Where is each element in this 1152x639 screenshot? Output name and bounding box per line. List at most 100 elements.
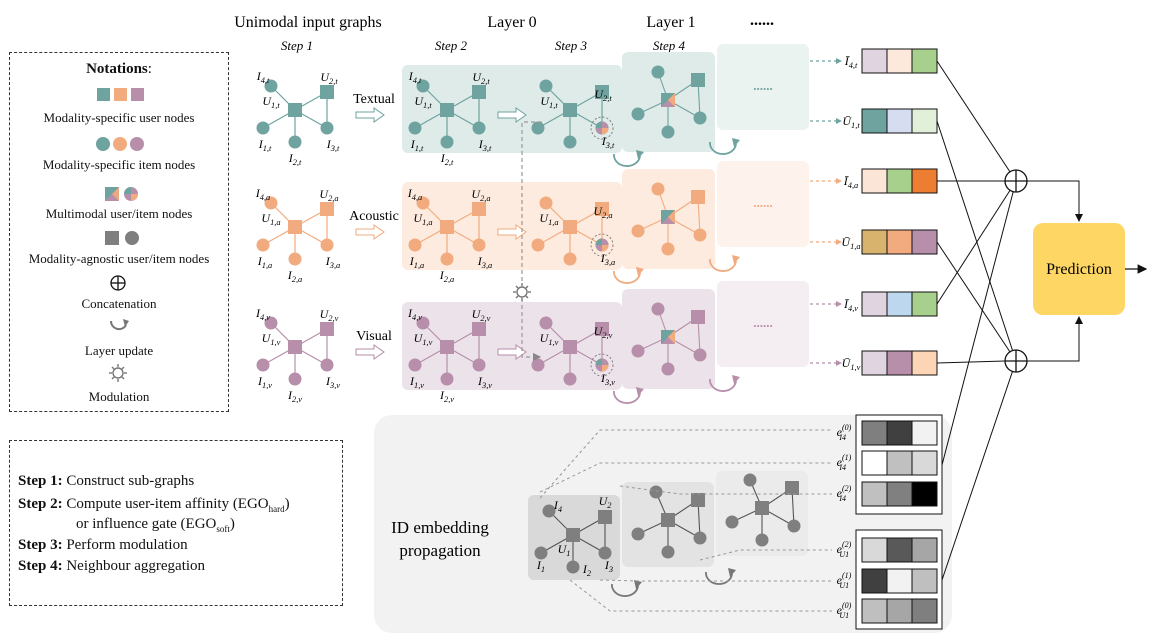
concatenation-icon xyxy=(1004,169,1028,193)
flow-arrow xyxy=(355,344,385,360)
item-node xyxy=(256,238,270,252)
item-node xyxy=(264,79,278,93)
agnostic-item-node xyxy=(542,504,556,518)
output-arrowhead xyxy=(836,178,842,184)
step1-label: Step 1 xyxy=(281,38,313,53)
concat-link xyxy=(936,241,1017,362)
id-embedding-vector-cell xyxy=(886,598,913,624)
agnostic-item-node xyxy=(631,527,645,541)
item-node xyxy=(320,121,334,135)
layer-more-background xyxy=(717,44,809,130)
output-vector-cell xyxy=(886,350,913,376)
node-label: U2,a xyxy=(319,187,338,203)
user-node xyxy=(472,85,486,99)
agnostic-item-node xyxy=(534,546,548,560)
flow-arrow xyxy=(355,224,385,240)
agnostic-item-node xyxy=(598,546,612,560)
modality-name: Textual xyxy=(353,92,395,107)
multimodal-slice xyxy=(668,93,675,107)
id-dashed-link xyxy=(619,485,832,495)
item-node xyxy=(440,135,454,149)
id-embedding-vector-cell xyxy=(911,481,938,507)
item-node xyxy=(563,135,577,149)
output-arrowhead xyxy=(836,239,842,245)
node-label: I4,a xyxy=(255,186,270,202)
notation-label: Modality-agnostic user/item nodes xyxy=(28,251,210,266)
item-node xyxy=(539,196,553,210)
item-node xyxy=(563,372,577,386)
user-node xyxy=(320,85,334,99)
item-node xyxy=(631,224,645,238)
layer-update-icon xyxy=(709,378,737,392)
multimodal-node-icon xyxy=(105,187,138,201)
user-node xyxy=(288,340,302,354)
item-node xyxy=(288,135,302,149)
item-node xyxy=(531,121,545,135)
item-node xyxy=(651,182,665,196)
more-dots: ...... xyxy=(753,195,773,210)
modulation-gear-icon xyxy=(109,364,127,382)
item-node xyxy=(320,238,334,252)
user-node xyxy=(440,103,454,117)
id-embedding-vector-cell xyxy=(861,420,888,446)
notations-panel: Notations: xyxy=(9,52,229,412)
item-node xyxy=(472,358,486,372)
step2-label: Step 2 xyxy=(435,38,468,53)
id-embedding-vector-cell xyxy=(886,450,913,476)
modulation-path xyxy=(513,121,542,362)
flow-arrow xyxy=(355,107,385,123)
user-node xyxy=(691,190,705,204)
step-row: Step 1: Construct sub-graphs xyxy=(18,473,195,489)
id-embedding-vector-cell xyxy=(911,420,938,446)
node-label: I1,t xyxy=(258,137,272,153)
node-label: I2,a xyxy=(287,268,302,284)
id-embedding-vector-cell xyxy=(886,481,913,507)
item-node xyxy=(472,121,486,135)
output-vector-cell xyxy=(911,229,938,255)
multimodal-slice xyxy=(595,238,602,245)
node-label: I1,a xyxy=(257,254,272,270)
concat-link xyxy=(941,360,1017,581)
node-label: U2,t xyxy=(320,70,338,86)
id-embedding-vector-cell xyxy=(861,568,888,594)
modulated-node-highlight xyxy=(590,233,614,257)
user-node xyxy=(440,220,454,234)
user-node xyxy=(595,202,609,216)
user-node-square-icon xyxy=(97,88,110,101)
agnostic-user-node xyxy=(598,510,612,524)
item-node xyxy=(661,242,675,256)
user-node xyxy=(288,103,302,117)
item-node xyxy=(472,238,486,252)
more-dots: ...... xyxy=(753,78,773,93)
agnostic-item-node xyxy=(787,519,801,533)
id-embedding-vector-cell xyxy=(861,481,888,507)
user-node-square-icon xyxy=(114,88,127,101)
modality-name: Acoustic xyxy=(349,209,399,224)
notation-label: Modality-specific item nodes xyxy=(42,157,196,172)
user-node xyxy=(288,220,302,234)
node-label: I2,t xyxy=(288,151,302,167)
embedding-label: e(0) U1 xyxy=(837,601,852,620)
agnostic-item-node xyxy=(693,531,707,545)
steps-panel: Step 1: Construct sub-graphs Step 2: Com… xyxy=(9,440,343,606)
multimodal-slice xyxy=(602,245,609,252)
agnostic-user-node xyxy=(785,481,799,495)
header-layer1: Layer 1 xyxy=(646,14,695,31)
output-arrowhead xyxy=(836,360,842,366)
layer-update-arrowhead xyxy=(636,387,644,396)
user-node xyxy=(563,103,577,117)
flow-arrow xyxy=(497,224,527,240)
prediction-box xyxy=(1033,223,1125,315)
embedding-label: e(1) U1 xyxy=(837,571,852,590)
id-embedding-vector-cell xyxy=(886,420,913,446)
item-node xyxy=(288,372,302,386)
item-node xyxy=(661,125,675,139)
layer-update-arrowhead xyxy=(634,580,642,589)
user-node xyxy=(472,202,486,216)
step3-label: Step 3 xyxy=(555,38,588,53)
layer-update-arrowhead xyxy=(732,255,740,264)
output-vector-label: Ū1,a xyxy=(841,235,860,251)
item-node xyxy=(661,362,675,376)
id-node-label: I1 xyxy=(536,558,545,574)
